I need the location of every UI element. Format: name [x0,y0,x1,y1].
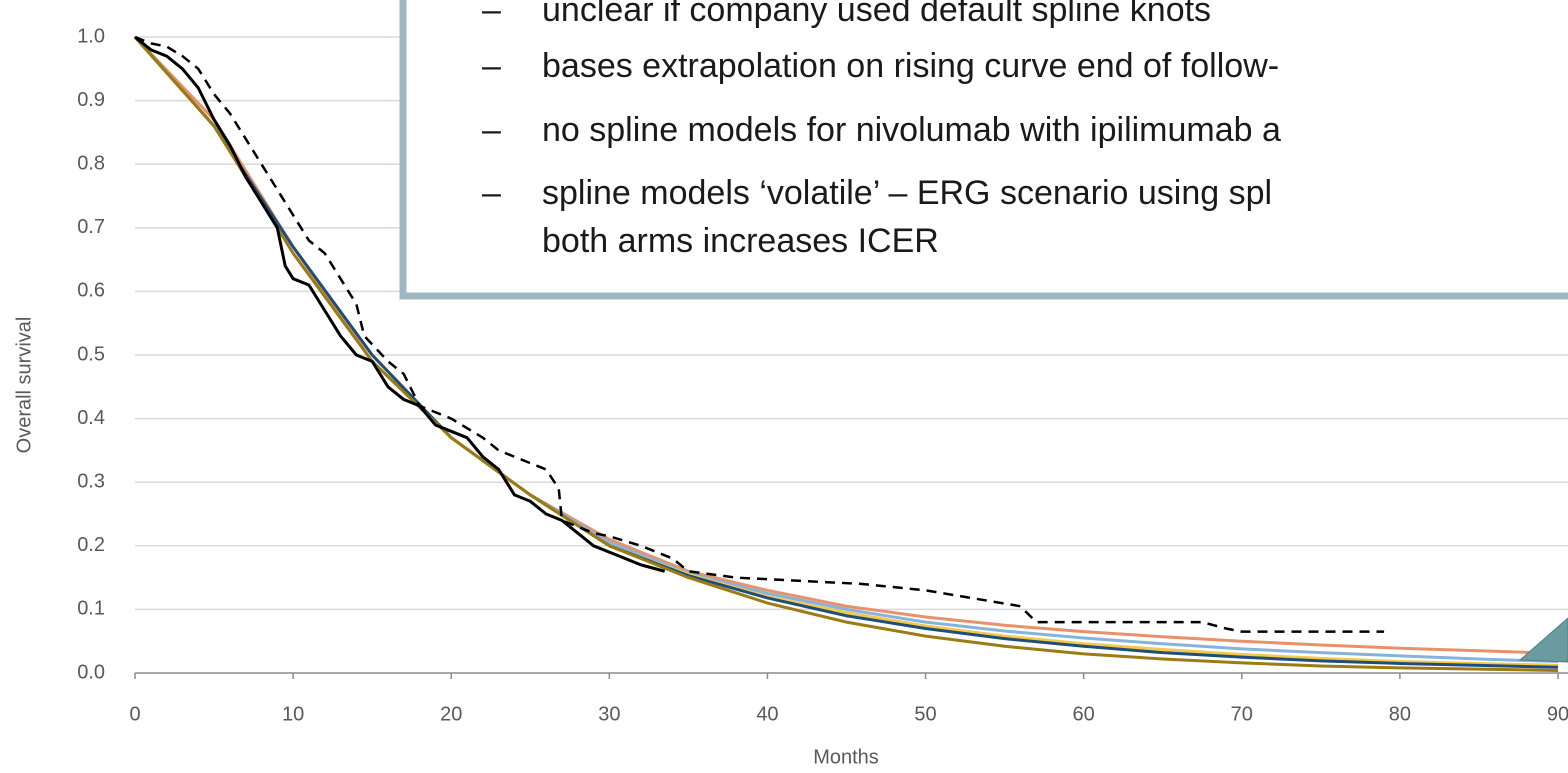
survival-curve [134,35,1385,633]
y-tick-label: 0.0 [77,661,105,683]
x-tick-label: 80 [1389,703,1411,725]
x-axis-label: Months [813,746,879,768]
y-tick-label: 1.0 [77,25,105,47]
x-tick-label: 50 [914,703,936,725]
callout-text: no spline models for nivolumab with ipil… [542,111,1281,149]
callout-text: both arms increases ICER [542,222,939,260]
y-tick-label: 0.4 [77,407,105,429]
callout-bullet: – [482,47,501,85]
y-tick-label: 0.6 [77,280,105,302]
y-tick-label: 0.8 [77,152,105,174]
callout-text: spline models ‘volatile’ – ERG scenario … [542,174,1272,212]
survival-curve [134,35,666,573]
callout-bullet: – [482,0,501,29]
y-axis-label: Overall survival [13,317,35,454]
x-tick-label: 90 [1547,703,1568,725]
callout-text: bases extrapolation on rising curve end … [542,47,1279,85]
x-tick-label: 0 [129,703,140,725]
x-tick-label: 60 [1073,703,1095,725]
callout-bullet: – [482,111,501,149]
x-tick-label: 20 [440,703,462,725]
x-tick-label: 70 [1231,703,1253,725]
y-tick-label: 0.1 [77,598,105,620]
survival-curve [133,36,1559,669]
x-tick-label: 30 [598,703,620,725]
callout-frame [399,0,1568,300]
y-tick-label: 0.2 [77,534,105,556]
callout-bullet: – [482,174,501,212]
y-tick-label: 0.5 [77,343,105,365]
x-tick-label: 10 [282,703,304,725]
y-tick-label: 0.9 [77,89,105,111]
y-tick-label: 0.7 [77,216,105,238]
callout-box: – unclear if company used default spline … [399,0,1568,300]
callout-pointer [1518,617,1568,663]
callout-text: unclear if company used default spline k… [542,0,1211,29]
x-tick-label: 40 [756,703,778,725]
y-tick-label: 0.3 [77,470,105,492]
